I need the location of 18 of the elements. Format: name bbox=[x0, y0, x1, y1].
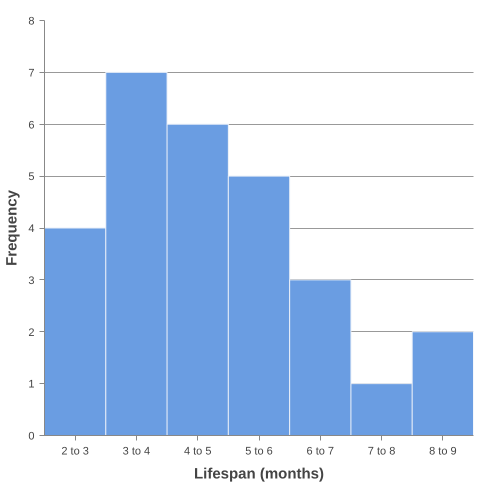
x-tick-label: 2 to 3 bbox=[61, 446, 89, 458]
x-axis-title: Lifespan (months) bbox=[194, 466, 324, 482]
x-tick-label: 7 to 8 bbox=[368, 446, 396, 458]
y-tick-label: 3 bbox=[28, 274, 35, 287]
y-tick-label: 2 bbox=[28, 326, 35, 339]
y-tick-label: 7 bbox=[28, 67, 35, 80]
y-tick-label: 4 bbox=[28, 223, 35, 235]
y-tick-label: 5 bbox=[28, 171, 35, 184]
x-tick-label: 4 to 5 bbox=[184, 446, 212, 458]
y-tick-label: 8 bbox=[28, 16, 35, 28]
x-tick-label: 6 to 7 bbox=[306, 446, 334, 458]
x-tick-label: 3 to 4 bbox=[122, 446, 150, 458]
y-axis-title: Frequency bbox=[3, 189, 20, 266]
y-tick-label: 1 bbox=[28, 378, 35, 391]
y-tick-label: 0 bbox=[28, 430, 35, 442]
x-tick-label: 8 to 9 bbox=[429, 446, 457, 458]
y-tick-label: 6 bbox=[28, 119, 35, 132]
x-tick-label: 5 to 6 bbox=[245, 446, 273, 458]
